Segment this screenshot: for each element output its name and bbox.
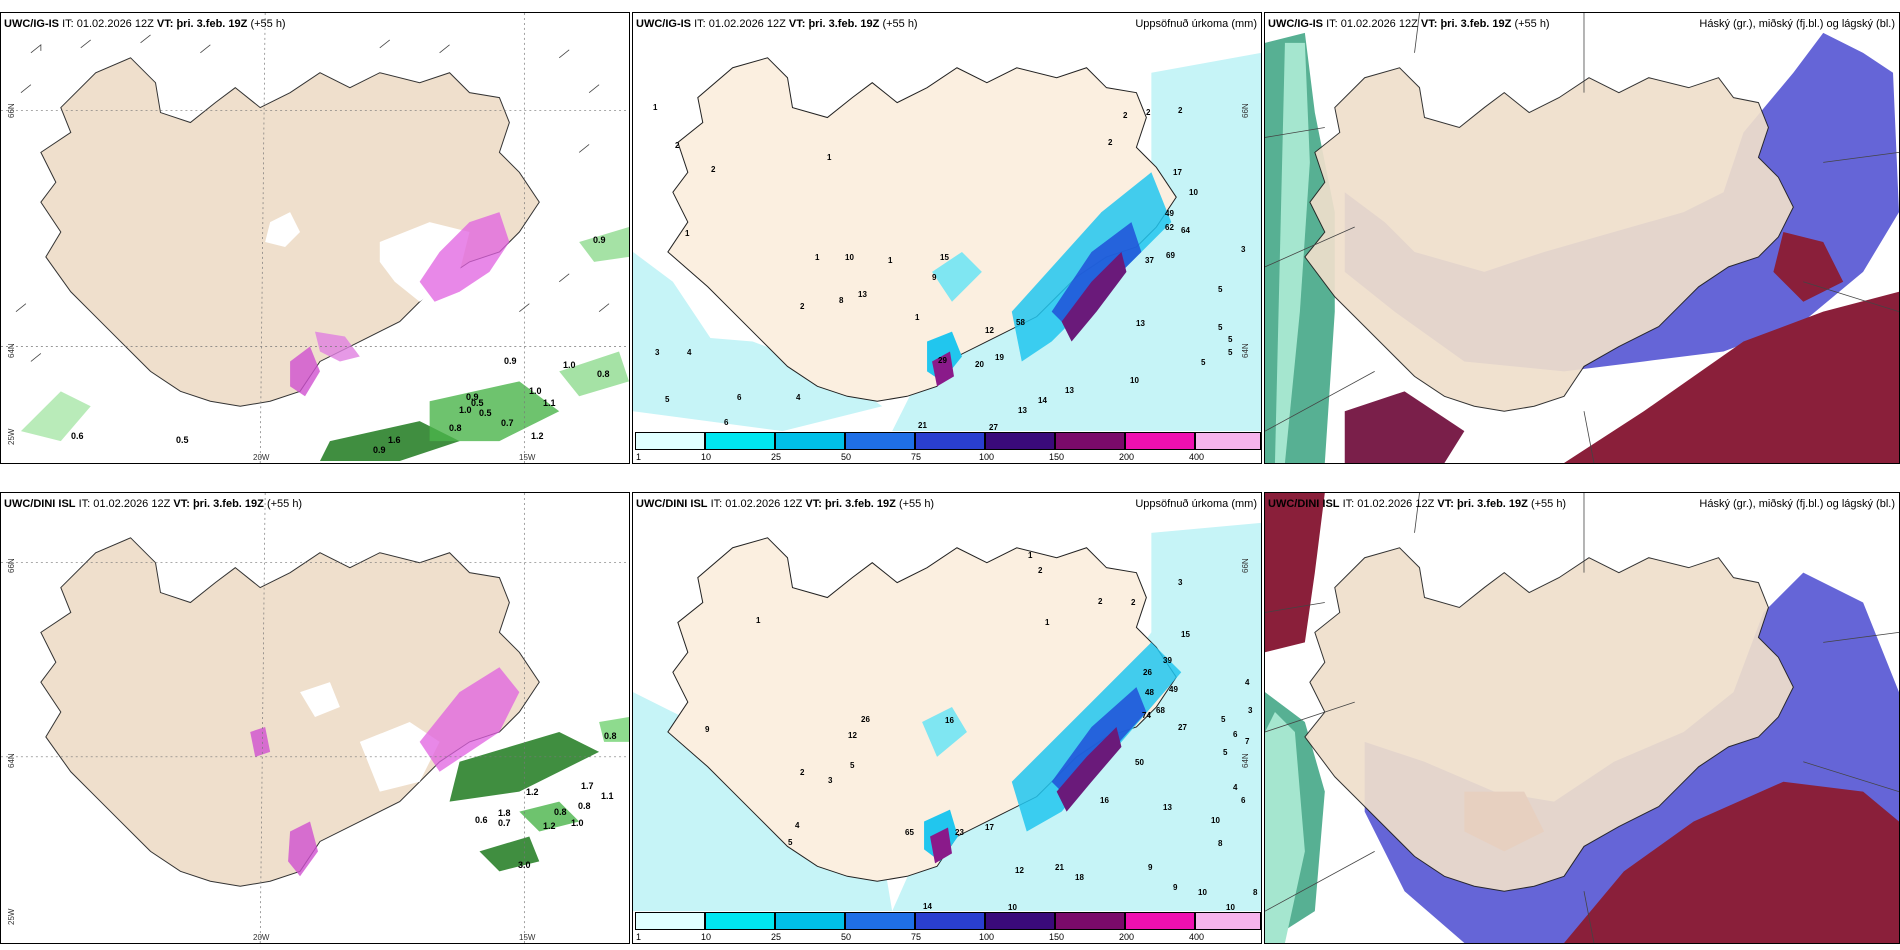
legend-swatch bbox=[915, 912, 985, 930]
model-name: UWC/DINI ISL bbox=[636, 498, 708, 510]
panel-title: Uppsöfnuð úrkoma (mm) bbox=[1135, 18, 1257, 30]
valid-time: þri. 3.feb. 19Z bbox=[824, 498, 896, 510]
precip-color-legend: 1 10 25 50 75 100 150 200 400 bbox=[635, 912, 1261, 943]
map-panel-wind-top: UWC/IG-IS IT: 01.02.2026 12Z VT: þri. 3.… bbox=[0, 12, 630, 464]
panel-header: UWC/DINI ISL IT: 01.02.2026 12Z VT: þri.… bbox=[4, 498, 303, 510]
panel-title: Háský (gr.), miðský (fj.bl.) og lágský (… bbox=[1699, 18, 1895, 30]
legend-swatch bbox=[845, 432, 915, 450]
cloud-map-top bbox=[1265, 13, 1899, 463]
valid-time: þri. 3.feb. 19Z bbox=[176, 18, 248, 30]
cloud-map-bottom bbox=[1265, 493, 1899, 943]
precip-map-bottom bbox=[633, 493, 1261, 943]
legend-swatch bbox=[1125, 432, 1195, 450]
valid-time: þri. 3.feb. 19Z bbox=[1456, 498, 1528, 510]
legend-swatch bbox=[1195, 912, 1261, 930]
model-name: UWC/IG-IS bbox=[1268, 18, 1323, 30]
legend-swatch bbox=[845, 912, 915, 930]
map-panel-precip-top: UWC/IG-IS IT: 01.02.2026 12Z VT: þri. 3.… bbox=[632, 12, 1262, 464]
panel-title: Uppsöfnuð úrkoma (mm) bbox=[1135, 498, 1257, 510]
panel-header: UWC/IG-IS IT: 01.02.2026 12Z VT: þri. 3.… bbox=[633, 13, 1261, 35]
wind-map-bottom bbox=[1, 493, 629, 943]
legend-swatch bbox=[1125, 912, 1195, 930]
map-panel-precip-bottom: UWC/DINI ISL IT: 01.02.2026 12Z VT: þri.… bbox=[632, 492, 1262, 944]
init-time: 01.02.2026 12Z bbox=[1357, 498, 1435, 510]
lon-label-20: 20W bbox=[253, 453, 270, 462]
legend-swatch bbox=[1055, 912, 1125, 930]
precip-value-labels: 1 2 1 9 12 26 16 3 5 2 4 5 65 23 17 12 2… bbox=[705, 551, 1258, 912]
wind-value-labels: 0.8 1.2 1.7 1.1 0.8 0.8 1.0 1.2 1.8 0.6 … bbox=[475, 731, 617, 870]
wind-value-labels: 0.9 0.6 0.5 0.9 1.0 0.8 0.9 1.0 1.1 1.6 … bbox=[71, 235, 610, 455]
legend-swatch bbox=[1055, 432, 1125, 450]
legend-swatch bbox=[705, 432, 775, 450]
init-time: 01.02.2026 12Z bbox=[93, 498, 171, 510]
valid-time: þri. 3.feb. 19Z bbox=[1440, 18, 1512, 30]
panel-header: UWC/DINI ISL IT: 01.02.2026 12Z VT: þri.… bbox=[633, 493, 1261, 515]
panel-header: UWC/IG-IS IT: 01.02.2026 12Z VT: þri. 3.… bbox=[1265, 13, 1899, 35]
legend-swatch bbox=[1195, 432, 1261, 450]
precip-color-legend: 1 10 25 50 75 100 150 200 400 bbox=[635, 432, 1261, 463]
lead-time: (+55 h) bbox=[266, 498, 303, 510]
lon-label-15: 15W bbox=[519, 933, 536, 942]
lon-label-20: 20W bbox=[253, 933, 270, 942]
legend-swatch bbox=[705, 912, 775, 930]
legend-swatch bbox=[775, 912, 845, 930]
valid-time: þri. 3.feb. 19Z bbox=[808, 18, 880, 30]
valid-time: þri. 3.feb. 19Z bbox=[192, 498, 264, 510]
lead-time: (+55 h) bbox=[898, 498, 935, 510]
init-time: 01.02.2026 12Z bbox=[76, 18, 154, 30]
model-name: UWC/IG-IS bbox=[636, 18, 691, 30]
legend-swatch bbox=[775, 432, 845, 450]
lon-label-15: 15W bbox=[519, 453, 536, 462]
wind-map-top bbox=[1, 13, 629, 463]
map-panel-cloud-top: UWC/IG-IS IT: 01.02.2026 12Z VT: þri. 3.… bbox=[1264, 12, 1900, 464]
legend-swatch bbox=[985, 912, 1055, 930]
lead-time: (+55 h) bbox=[1514, 18, 1550, 30]
lead-time: (+55 h) bbox=[882, 18, 918, 30]
init-time: 01.02.2026 12Z bbox=[708, 18, 786, 30]
legend-swatch bbox=[635, 912, 705, 930]
init-time: 01.02.2026 12Z bbox=[725, 498, 803, 510]
panel-header: UWC/IG-IS IT: 01.02.2026 12Z VT: þri. 3.… bbox=[4, 18, 286, 30]
map-panel-wind-bottom: UWC/DINI ISL IT: 01.02.2026 12Z VT: þri.… bbox=[0, 492, 630, 944]
model-name: UWC/IG-IS bbox=[4, 18, 59, 30]
precip-value-labels: 1 2 2 1 1 1 10 13 8 2 1 15 9 1 12 58 29 … bbox=[653, 103, 1246, 452]
lead-time: (+55 h) bbox=[1530, 498, 1567, 510]
legend-swatch bbox=[915, 432, 985, 450]
panel-title: Háský (gr.), miðský (fj.bl.) og lágský (… bbox=[1699, 498, 1895, 510]
panel-header: UWC/DINI ISL IT: 01.02.2026 12Z VT: þri.… bbox=[1265, 493, 1899, 515]
map-panel-cloud-bottom: UWC/DINI ISL IT: 01.02.2026 12Z VT: þri.… bbox=[1264, 492, 1900, 944]
lead-time: (+55 h) bbox=[250, 18, 286, 30]
model-name: UWC/DINI ISL bbox=[4, 498, 76, 510]
legend-swatch bbox=[635, 432, 705, 450]
precip-map-top bbox=[633, 13, 1261, 463]
legend-swatch bbox=[985, 432, 1055, 450]
model-name: UWC/DINI ISL bbox=[1268, 498, 1340, 510]
init-time: 01.02.2026 12Z bbox=[1340, 18, 1418, 30]
